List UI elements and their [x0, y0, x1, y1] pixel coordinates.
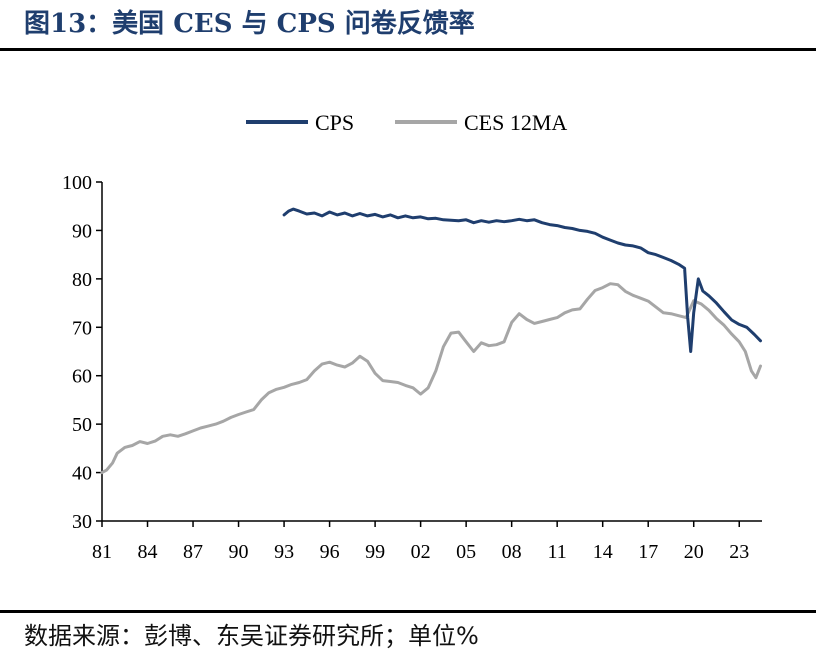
- x-tick-label: 90: [229, 541, 249, 563]
- legend: CPS CES 12MA: [246, 110, 567, 135]
- x-tick-label: 05: [456, 541, 476, 563]
- x-tick-label: 87: [183, 541, 203, 563]
- source-note: 数据来源：彭博、东吴证券研究所；单位%: [24, 622, 479, 650]
- series-line-cps: [282, 207, 762, 353]
- x-tick-label: 20: [684, 541, 704, 563]
- y-tick-label: 80: [72, 269, 92, 291]
- series-line-ces-12ma: [100, 282, 762, 475]
- legend-label-ces: CES 12MA: [464, 110, 567, 135]
- line-chart: CPS CES 12MA 30 40 50 60 70 80 90 100 81 84 87 90 93 9…: [62, 110, 762, 563]
- x-tick-label: 96: [320, 541, 340, 563]
- y-tick-label: 100: [62, 172, 92, 194]
- x-tick-label: 93: [274, 541, 294, 563]
- x-tick-label: 84: [138, 541, 158, 563]
- y-tick-label: 50: [72, 414, 92, 436]
- x-tick-label: 08: [502, 541, 522, 563]
- legend-label-cps: CPS: [315, 110, 354, 135]
- top-rule: [0, 48, 816, 51]
- series-layer: [100, 207, 762, 475]
- x-tick-label: 14: [593, 541, 613, 563]
- x-tick-label: 23: [729, 541, 749, 563]
- x-tick-label: 17: [638, 541, 658, 563]
- axes: 30 40 50 60 70 80 90 100 81 84 87 90 93 96 99 02 05 08 11 1…: [62, 172, 762, 563]
- y-tick-label: 60: [72, 366, 92, 388]
- x-tick-label: 81: [92, 541, 112, 563]
- y-tick-label: 90: [72, 220, 92, 242]
- y-tick-label: 30: [72, 511, 92, 533]
- y-tick-label: 40: [72, 463, 92, 485]
- bottom-rule: [0, 610, 816, 613]
- x-tick-label: 99: [365, 541, 385, 563]
- chart-title: 图13：美国 CES 与 CPS 问卷反馈率: [24, 9, 475, 39]
- y-tick-label: 70: [72, 317, 92, 339]
- x-tick-label: 02: [411, 541, 431, 563]
- x-tick-label: 11: [548, 541, 567, 563]
